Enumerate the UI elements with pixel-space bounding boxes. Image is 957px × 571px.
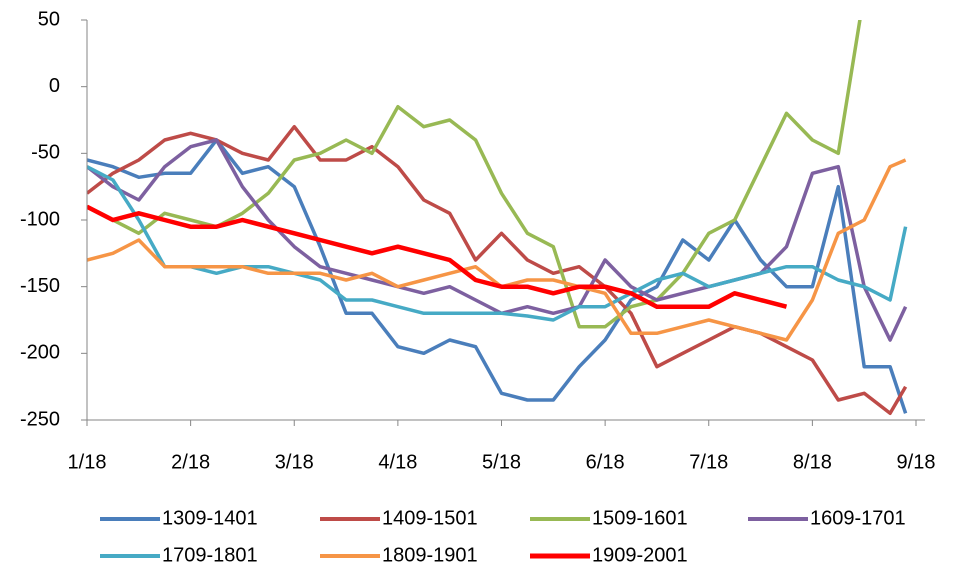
x-tick-label: 2/18 — [171, 451, 210, 473]
legend-label: 1709-1801 — [162, 544, 258, 566]
y-tick-label: -200 — [20, 342, 60, 364]
series-line — [87, 138, 908, 414]
y-tick-label: 50 — [38, 8, 60, 30]
series-line — [87, 204, 788, 309]
legend-label: 1409-1501 — [382, 507, 478, 529]
legend-label: 1509-1601 — [592, 507, 688, 529]
x-tick-label: 9/18 — [897, 451, 936, 473]
y-tick-label: -50 — [31, 142, 60, 164]
legend-label: 1809-1901 — [382, 544, 478, 566]
x-tick-label: 7/18 — [689, 451, 728, 473]
legend-label: 1909-2001 — [592, 544, 688, 566]
y-tick-label: -100 — [20, 208, 60, 230]
plot-area — [87, 20, 908, 416]
legend-label: 1309-1401 — [162, 507, 258, 529]
y-tick-label: 0 — [49, 75, 60, 97]
series-line — [87, 165, 908, 322]
legend-label: 1609-1701 — [810, 507, 906, 529]
x-tick-label: 5/18 — [482, 451, 521, 473]
x-tick-label: 8/18 — [793, 451, 832, 473]
x-tick-label: 6/18 — [586, 451, 625, 473]
x-tick-label: 1/18 — [68, 451, 107, 473]
x-tick-label: 3/18 — [275, 451, 314, 473]
y-tick-label: -250 — [20, 408, 60, 430]
y-tick-label: -150 — [20, 275, 60, 297]
x-tick-label: 4/18 — [378, 451, 417, 473]
series-line — [87, 124, 908, 416]
